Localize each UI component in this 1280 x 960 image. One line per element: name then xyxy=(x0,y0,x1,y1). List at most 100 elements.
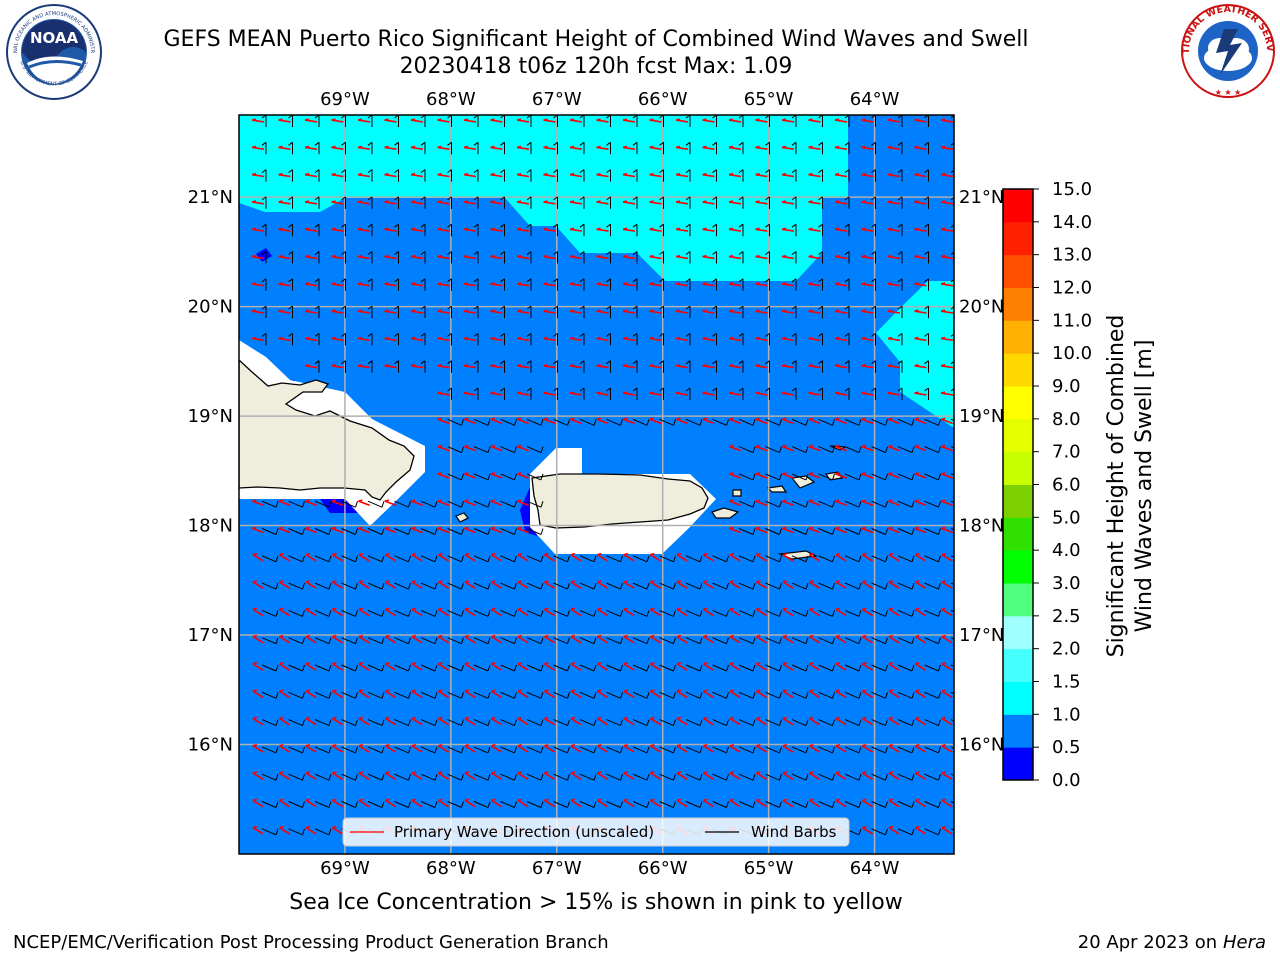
wave-arrow xyxy=(888,799,900,808)
wind-barb-flag xyxy=(487,555,491,562)
wind-barb-flag xyxy=(752,774,756,781)
wind-barb xyxy=(526,609,542,617)
lon-tick-label: 64°W xyxy=(850,858,900,879)
wave-arrowhead xyxy=(279,771,284,774)
wind-barb xyxy=(871,637,886,645)
wave-arrowhead xyxy=(596,118,601,121)
wave-arrow xyxy=(464,527,476,534)
wave-arrowhead xyxy=(570,552,576,556)
wave-arrow xyxy=(411,690,423,699)
wave-arrowhead xyxy=(888,526,893,530)
wave-arrow xyxy=(914,663,927,671)
wind-barb-flag xyxy=(500,305,505,310)
wind-barb-flag xyxy=(818,360,823,365)
wind-barb-flag xyxy=(461,801,464,808)
wave-arrowhead xyxy=(675,254,681,258)
wave-arrowhead xyxy=(437,336,442,340)
wave-arrowhead xyxy=(464,607,470,611)
wind-barb-flag xyxy=(381,664,385,672)
wind-barb-flag xyxy=(540,801,544,808)
wave-arrowhead xyxy=(940,254,946,258)
wave-arrowhead xyxy=(570,580,576,583)
wind-barb xyxy=(473,582,489,590)
wind-barb-flag xyxy=(514,419,517,426)
wind-barb xyxy=(261,528,277,535)
wave-arrowhead xyxy=(251,172,257,176)
colorbar-tick-label: 4.0 xyxy=(1052,540,1081,561)
wind-barb-flag xyxy=(593,555,597,562)
wind-barb-flag xyxy=(871,169,876,174)
wave-arrowhead xyxy=(332,634,337,638)
wind-barb-flag xyxy=(367,141,373,146)
wave-arrowhead xyxy=(543,336,548,340)
wind-barb-flag xyxy=(553,305,558,310)
lon-tick-label: 69°W xyxy=(320,89,370,110)
wind-barb xyxy=(261,691,277,699)
wind-barb-flag xyxy=(514,610,517,617)
wind-barb xyxy=(659,582,674,590)
wind-barb-flag xyxy=(487,664,491,672)
wind-barb-flag xyxy=(487,801,491,808)
wind-barb-flag xyxy=(420,223,426,228)
wind-barb-flag xyxy=(473,223,479,228)
wave-arrowhead xyxy=(862,825,867,829)
wave-arrow xyxy=(570,663,582,671)
wind-barb-flag xyxy=(302,582,305,590)
wave-arrowhead xyxy=(278,336,283,340)
wave-arrow xyxy=(411,772,423,781)
wave-arrowhead xyxy=(623,798,629,802)
wave-arrowhead xyxy=(649,282,654,285)
wave-arrow xyxy=(782,500,794,507)
wind-barb-flag xyxy=(726,555,729,562)
wind-barb-flag xyxy=(938,501,941,508)
map-frame xyxy=(238,114,955,855)
wave-arrow xyxy=(941,527,953,534)
wave-arrowhead xyxy=(305,743,311,747)
wave-arrow xyxy=(331,500,344,507)
wave-arrow xyxy=(358,635,370,644)
wave-arrowhead xyxy=(332,743,337,747)
wind-barb xyxy=(897,582,913,590)
wind-barb-flag xyxy=(367,169,373,174)
wind-barb-flag xyxy=(738,278,744,283)
wave-arrow xyxy=(437,553,450,562)
wave-arrow xyxy=(278,608,291,617)
wind-barb-flag xyxy=(726,582,729,590)
wave-arrow xyxy=(252,500,264,507)
colorbar-segment xyxy=(1003,550,1033,584)
wave-arrow xyxy=(570,581,582,589)
wind-barb-flag xyxy=(420,278,426,283)
wind-barb xyxy=(844,773,860,781)
wave-arrow xyxy=(517,418,529,425)
wind-barb-flag xyxy=(514,637,517,644)
wave-arrow xyxy=(914,826,927,835)
wave-arrow xyxy=(649,690,662,699)
wind-barb xyxy=(712,418,727,426)
wind-barb-flag xyxy=(659,169,664,174)
wind-barb-flag xyxy=(302,501,305,508)
wave-arrowhead xyxy=(941,499,946,502)
wave-arrow xyxy=(914,690,927,699)
wind-barb xyxy=(632,555,648,563)
wind-barb-flag xyxy=(540,664,544,672)
wave-arrow xyxy=(543,690,556,699)
wave-arrow xyxy=(252,553,264,562)
wind-barb xyxy=(738,773,754,781)
wave-arrowhead xyxy=(650,743,655,747)
wind-barb-flag xyxy=(779,801,782,808)
wave-arrowhead xyxy=(332,716,337,720)
wind-barb-flag xyxy=(275,828,279,835)
wave-arrow xyxy=(941,500,953,507)
wind-barb-flag xyxy=(461,637,464,644)
wave-arrowhead xyxy=(887,391,893,394)
wind-barb xyxy=(871,555,886,563)
wave-arrow xyxy=(411,553,423,562)
wind-barb-flag xyxy=(646,637,650,644)
wind-barb-flag xyxy=(897,251,903,255)
wave-arrowhead xyxy=(464,743,470,747)
wave-arrow xyxy=(331,553,344,562)
colorbar-tick-label: 12.0 xyxy=(1052,278,1092,299)
wave-arrow xyxy=(729,799,741,808)
wave-arrowhead xyxy=(915,825,920,829)
